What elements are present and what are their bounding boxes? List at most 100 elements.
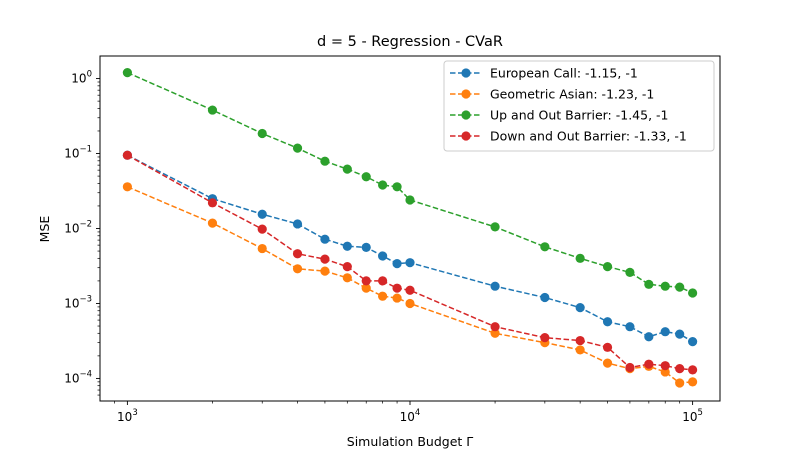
series-2-point — [207, 105, 218, 115]
series-3-point — [675, 364, 685, 374]
series-3-point — [575, 335, 585, 346]
series-2-point — [660, 281, 670, 291]
series-1-point — [688, 377, 698, 387]
series-2-point — [490, 222, 500, 232]
series-3-point — [625, 362, 635, 373]
series-2-point — [540, 242, 550, 252]
x-tick-label: 103 — [117, 408, 138, 424]
series-1-point — [575, 345, 585, 355]
chart-title: d = 5 - Regression - CVaR — [317, 34, 503, 50]
y-axis-label: MSE — [37, 216, 52, 243]
series-1-point — [361, 283, 371, 293]
y-tick-exponent: −4 — [79, 369, 92, 379]
series-1-point — [257, 243, 267, 254]
y-tick-base: 10 — [64, 296, 79, 310]
legend-label: Up and Out Barrier: -1.45, -1 — [490, 108, 669, 123]
series-line-1 — [127, 186, 693, 384]
x-tick-label: 104 — [400, 408, 421, 424]
series-2-point — [342, 164, 352, 174]
series-1-point — [392, 293, 402, 303]
series-3-point — [342, 262, 352, 272]
legend: European Call: -1.15, -1 Geometric Asian:… — [443, 60, 715, 152]
series-2-point — [644, 279, 654, 289]
x-tick-base: 10 — [117, 410, 132, 424]
series-3-point — [660, 361, 670, 371]
series-3-point — [378, 276, 388, 286]
y-tick-base: 10 — [64, 371, 79, 385]
series-1-point — [207, 218, 218, 228]
series-0-point — [342, 241, 352, 251]
legend-marker — [461, 131, 471, 141]
series-2-point — [392, 182, 402, 192]
legend-marker — [461, 68, 471, 78]
y-tick-base: 10 — [64, 147, 79, 161]
series-2-point — [405, 195, 415, 205]
legend-label: Geometric Asian: -1.23, -1 — [490, 87, 654, 102]
y-tick-label: 10−3 — [64, 294, 92, 310]
x-tick-label: 105 — [682, 408, 703, 424]
series-2-point — [122, 68, 132, 78]
y-tick-base: 10 — [71, 72, 86, 86]
y-tick-label: 10−4 — [64, 369, 92, 385]
x-tick-exponent: 3 — [132, 408, 137, 418]
series-3-point — [257, 224, 267, 234]
series-0-point — [602, 317, 613, 327]
series-1-point — [292, 264, 303, 274]
series-2-point — [575, 253, 585, 263]
legend-label: European Call: -1.15, -1 — [490, 66, 638, 81]
y-tick-exponent: −3 — [79, 294, 92, 304]
series-3-point — [320, 254, 330, 264]
x-tick-base: 10 — [682, 410, 697, 424]
series-2-point — [257, 128, 267, 139]
series-1-point — [320, 266, 330, 276]
series-0-point — [292, 219, 303, 229]
series-2-point — [602, 262, 613, 272]
legend-box — [443, 60, 715, 152]
series-0-point — [660, 327, 670, 337]
series-1-point — [342, 273, 352, 283]
y-tick-base: 10 — [64, 222, 79, 236]
series-3-point — [207, 198, 218, 208]
series-0-point — [625, 322, 635, 332]
x-tick-base: 10 — [400, 410, 415, 424]
y-tick-exponent: −1 — [79, 145, 92, 155]
series-2-point — [675, 282, 685, 292]
series-0-point — [392, 259, 402, 269]
series-3-point — [392, 283, 402, 293]
series-2-point — [625, 267, 635, 277]
series-2-point — [361, 172, 371, 182]
series-1-point — [122, 182, 132, 192]
series-0-point — [540, 292, 550, 303]
series-line-0 — [127, 154, 693, 343]
series-3-point — [361, 276, 371, 286]
x-tick-exponent: 5 — [698, 408, 703, 418]
x-axis-label: Simulation Budget Γ — [347, 434, 473, 449]
legend-label: Down and Out Barrier: -1.33, -1 — [490, 129, 687, 144]
series-3-point — [490, 322, 500, 332]
series-3-point — [602, 342, 613, 352]
series-2-point — [320, 156, 330, 166]
y-tick-label: 100 — [71, 70, 92, 86]
series-0-point — [257, 209, 267, 219]
y-tick-label: 10−2 — [64, 220, 92, 236]
series-0-point — [575, 303, 585, 313]
y-tick-exponent: −2 — [79, 220, 92, 230]
series-3-point — [644, 359, 654, 369]
series-2-point — [292, 143, 303, 153]
series-3-point — [122, 150, 132, 160]
series-3-point — [405, 285, 415, 295]
series-3-point — [540, 333, 550, 343]
series-2-point — [378, 180, 388, 190]
series-3-point — [292, 249, 303, 259]
legend-marker — [461, 89, 471, 99]
series-0-point — [688, 336, 698, 347]
series-1-point — [675, 378, 685, 388]
series-1-point — [490, 328, 500, 338]
legend-marker — [461, 110, 471, 120]
series-0-point — [405, 258, 415, 268]
series-0-point — [361, 242, 371, 252]
series-1-point — [602, 358, 613, 368]
